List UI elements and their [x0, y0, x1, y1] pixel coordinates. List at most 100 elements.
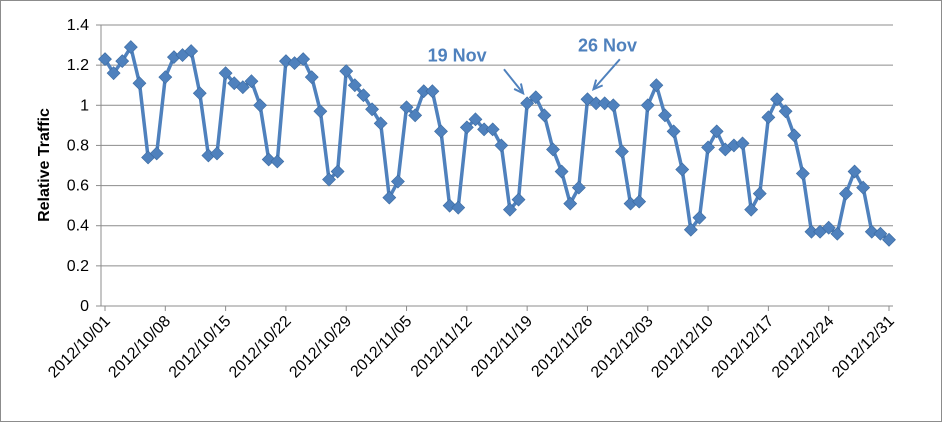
data-point: [192, 86, 207, 101]
data-point: [322, 172, 336, 187]
x-tick-label: 2012/10/08: [105, 313, 174, 382]
gridlines: [101, 24, 893, 267]
data-point: [847, 164, 862, 179]
data-point: [838, 186, 853, 201]
data-point: [640, 98, 655, 113]
annotation-arrow: [592, 58, 621, 90]
data-point: [752, 186, 767, 201]
axes: [100, 25, 893, 307]
data-point: [304, 70, 319, 85]
data-point: [106, 66, 121, 81]
data-point: [658, 108, 672, 123]
x-tick-label: 2012/12/17: [709, 313, 778, 382]
data-point: [347, 78, 362, 93]
x-tick-label: 2012/11/26: [528, 313, 596, 381]
data-point: [675, 162, 690, 177]
annotations: 19 Nov 26 Nov: [428, 35, 637, 96]
data-point: [149, 146, 164, 161]
data-point: [546, 142, 560, 157]
data-point: [373, 116, 388, 131]
x-axis-ticks: 2012/10/012012/10/082012/10/152012/10/22…: [45, 306, 898, 381]
y-axis-ticks: 0 0.2 0.4 0.6 0.8 1 1.2 1.4: [67, 17, 101, 315]
annotation-arrow: [503, 68, 524, 94]
data-point: [210, 146, 224, 161]
data-point: [701, 140, 716, 155]
annotation-label: 26 Nov: [578, 35, 637, 55]
x-tick-label: 2012/11/05: [348, 313, 416, 381]
data-point: [744, 202, 759, 217]
data-point: [296, 52, 311, 67]
y-tick-label: 1.2: [67, 57, 89, 74]
data-point: [339, 64, 354, 79]
x-tick-label: 2012/10/15: [166, 313, 235, 382]
data-point: [735, 136, 750, 151]
data-point: [98, 52, 112, 67]
data-point: [494, 138, 509, 153]
data-point: [459, 120, 474, 135]
data-point: [425, 84, 440, 99]
annotation-arrowhead: [513, 83, 525, 96]
data-point: [244, 74, 259, 89]
data-point: [390, 174, 405, 189]
x-tick-label: 2012/12/10: [648, 313, 717, 382]
annotation-arrowhead: [591, 79, 604, 91]
data-point: [537, 108, 552, 123]
data-point: [709, 124, 724, 139]
data-point: [554, 164, 569, 179]
y-tick-label: 0.6: [67, 178, 89, 195]
y-tick-label: 1: [80, 97, 89, 114]
data-point: [528, 90, 543, 105]
data-point: [184, 44, 199, 59]
data-point: [606, 98, 621, 113]
data-point: [770, 92, 784, 107]
data-point: [313, 104, 328, 119]
data-point: [132, 76, 147, 91]
data-point: [218, 66, 233, 81]
data-point: [399, 100, 414, 115]
data-point: [485, 122, 500, 137]
data-point: [571, 180, 586, 195]
data-point: [115, 54, 130, 69]
data-point: [356, 88, 371, 103]
data-point: [882, 232, 896, 247]
x-tick-label: 2012/11/12: [408, 313, 476, 381]
data-point: [683, 222, 698, 237]
data-point: [761, 110, 776, 125]
data-point: [778, 104, 793, 119]
y-tick-label: 0.4: [67, 218, 89, 235]
data-point: [330, 164, 345, 179]
data-point: [649, 78, 664, 93]
y-tick-label: 0.8: [67, 137, 89, 154]
data-point: [666, 124, 681, 139]
data-point: [830, 226, 845, 241]
x-tick-label: 2012/10/29: [286, 313, 355, 382]
data-point: [468, 112, 483, 127]
x-tick-label: 2012/12/24: [769, 313, 838, 382]
data-point: [365, 102, 380, 117]
data-point: [235, 80, 250, 95]
data-point: [856, 180, 871, 195]
y-axis-label: Relative Traffic: [36, 108, 53, 222]
y-tick-label: 1.4: [67, 17, 89, 34]
data-point: [451, 200, 466, 215]
data-point: [821, 220, 836, 235]
annotation-label: 19 Nov: [428, 45, 487, 65]
data-point: [873, 226, 888, 241]
y-tick-label: 0.2: [67, 258, 89, 275]
data-point: [795, 166, 810, 181]
data-point: [692, 210, 707, 225]
data-point: [382, 190, 397, 205]
data-point: [253, 98, 268, 113]
data-point: [158, 70, 173, 85]
x-tick-label: 2012/12/03: [588, 313, 657, 382]
y-tick-label: 0: [80, 298, 89, 315]
data-point: [563, 196, 578, 211]
data-point: [614, 144, 629, 159]
data-point: [502, 202, 517, 217]
data-point: [511, 192, 526, 207]
data-point: [123, 40, 138, 55]
data-point: [632, 194, 647, 209]
x-tick-label: 2012/10/01: [45, 313, 114, 382]
